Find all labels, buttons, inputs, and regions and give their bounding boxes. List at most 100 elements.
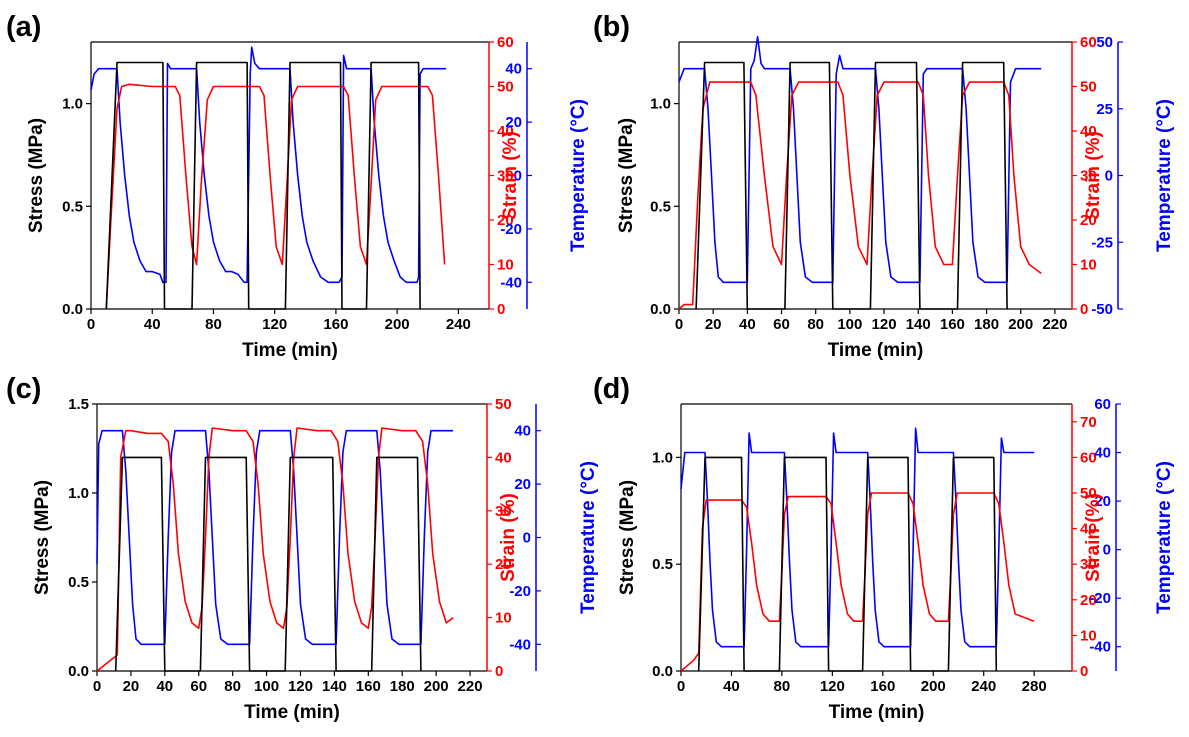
x-tick-label: 60 (773, 316, 790, 333)
temperature-tick-label: 0 (514, 168, 522, 185)
x-tick-label: 0 (675, 316, 683, 333)
x-tick-label: 160 (870, 678, 895, 695)
temperature-tick-label: -50 (1091, 301, 1113, 318)
x-tick-label: 40 (144, 316, 161, 333)
strain-tick-label: 40 (1080, 521, 1097, 538)
strain-tick-label: 50 (495, 396, 512, 413)
temperature-tick-label: 0 (1105, 168, 1113, 185)
temperature-line (680, 427, 1035, 648)
panel-label: (c) (6, 373, 41, 405)
strain-tick-label: 40 (1080, 123, 1097, 140)
temperature-tick-label: -20 (509, 583, 531, 600)
x-axis-label: Time (min) (242, 340, 338, 361)
strain-axis-label: Strain (%) (1083, 131, 1104, 220)
temperature-tick-label: 0 (1103, 542, 1111, 559)
temperature-tick-label: 40 (514, 423, 531, 440)
x-tick-label: 0 (677, 678, 685, 695)
stress-line (695, 61, 1008, 310)
x-tick-label: 140 (322, 678, 347, 695)
x-tick-label: 180 (390, 678, 415, 695)
strain-tick-label: 30 (497, 168, 514, 185)
x-tick-label: 180 (974, 316, 999, 333)
stress-tick-label: 0.0 (68, 663, 89, 680)
temperature-line (96, 429, 454, 646)
stress-tick-label: 0.0 (652, 663, 673, 680)
stress-tick-label: 1.0 (652, 449, 673, 466)
x-tick-label: 40 (723, 678, 740, 695)
temperature-tick-label: 20 (514, 476, 531, 493)
temperature-tick-label: -25 (1091, 234, 1113, 251)
x-tick-label: 220 (1042, 316, 1067, 333)
stress-tick-label: 1.0 (68, 485, 89, 502)
stress-tick-label: 0.5 (650, 198, 671, 215)
strain-tick-label: 10 (495, 610, 512, 627)
x-tick-label: 140 (906, 316, 931, 333)
temperature-tick-label: -20 (1089, 590, 1111, 607)
stress-line (114, 456, 422, 672)
strain-tick-label: 50 (1080, 485, 1097, 502)
x-tick-label: 160 (323, 316, 348, 333)
strain-tick-label: 0 (495, 663, 503, 680)
x-tick-label: 0 (87, 316, 95, 333)
x-tick-label: 40 (739, 316, 756, 333)
strain-tick-label: 40 (497, 123, 514, 140)
temperature-tick-label: -40 (1089, 639, 1111, 656)
stress-tick-label: 1.5 (68, 396, 89, 413)
temperature-tick-label: 25 (1096, 101, 1113, 118)
stress-tick-label: 0.5 (68, 574, 89, 591)
strain-tick-label: 10 (1080, 257, 1097, 274)
strain-axis-label: Strain (%) (1083, 493, 1104, 582)
strain-tick-label: 40 (495, 449, 512, 466)
stress-line (105, 61, 421, 310)
panel-a: 0 40 80 120 160 200 2400.00.51.00102030405060-… (6, 11, 589, 361)
strain-tick-label: 30 (1080, 168, 1097, 185)
strain-line (678, 81, 1042, 310)
x-tick-label: 220 (458, 678, 483, 695)
x-tick-label: 0 (93, 678, 101, 695)
x-tick-label: 120 (288, 678, 313, 695)
panel-d: 0 40 80 120 160 200 240 2800.00.51.001020304050… (593, 373, 1175, 723)
temperature-tick-label: 0 (523, 530, 531, 547)
temperature-tick-label: 60 (1094, 396, 1111, 413)
x-tick-label: 240 (446, 316, 471, 333)
temperature-tick-label: 40 (1094, 445, 1111, 462)
stress-tick-label: 0.0 (650, 301, 671, 318)
strain-tick-label: 0 (1080, 663, 1088, 680)
x-tick-label: 120 (872, 316, 897, 333)
temperature-tick-label: -20 (500, 221, 522, 238)
temperature-axis-label: Temperature (°C) (578, 461, 599, 614)
stress-axis-label: Stress (MPa) (32, 480, 53, 595)
temperature-tick-label: 20 (1094, 493, 1111, 510)
x-tick-label: 200 (385, 316, 410, 333)
x-axis-label: Time (min) (244, 702, 340, 723)
strain-tick-label: 0 (1080, 301, 1088, 318)
strain-tick-label: 10 (1080, 627, 1097, 644)
x-tick-label: 100 (254, 678, 279, 695)
x-tick-label: 200 (921, 678, 946, 695)
stress-tick-label: 0.0 (62, 301, 83, 318)
temperature-line (678, 35, 1042, 284)
strain-tick-label: 60 (497, 34, 514, 51)
x-tick-label: 20 (123, 678, 140, 695)
panel-b: 0 20 40 60 80 100 120 140 160 180 200 2200.00.51.00… (593, 11, 1175, 361)
strain-tick-label: 20 (1080, 212, 1097, 229)
strain-tick-label: 20 (497, 212, 514, 229)
stress-tick-label: 0.5 (62, 198, 83, 215)
temperature-tick-label: 20 (505, 114, 522, 131)
panel-label: (b) (593, 11, 630, 43)
panel-c: 0 20 40 60 80 100 120 140 160 180 200 2200.00.51.01… (6, 373, 599, 723)
panel-label: (d) (593, 373, 630, 405)
x-tick-label: 80 (807, 316, 824, 333)
strain-line (105, 83, 446, 310)
stress-line (697, 456, 998, 672)
strain-tick-label: 60 (1080, 34, 1097, 51)
x-tick-label: 200 (1008, 316, 1033, 333)
temperature-axis-label: Temperature (°C) (1154, 461, 1175, 614)
strain-tick-label: 70 (1080, 414, 1097, 431)
stress-axis-label: Stress (MPa) (26, 118, 47, 233)
stress-tick-label: 1.0 (62, 96, 83, 113)
x-tick-label: 120 (262, 316, 287, 333)
temperature-axis-label: Temperature (°C) (1154, 99, 1175, 252)
x-tick-label: 100 (837, 316, 862, 333)
